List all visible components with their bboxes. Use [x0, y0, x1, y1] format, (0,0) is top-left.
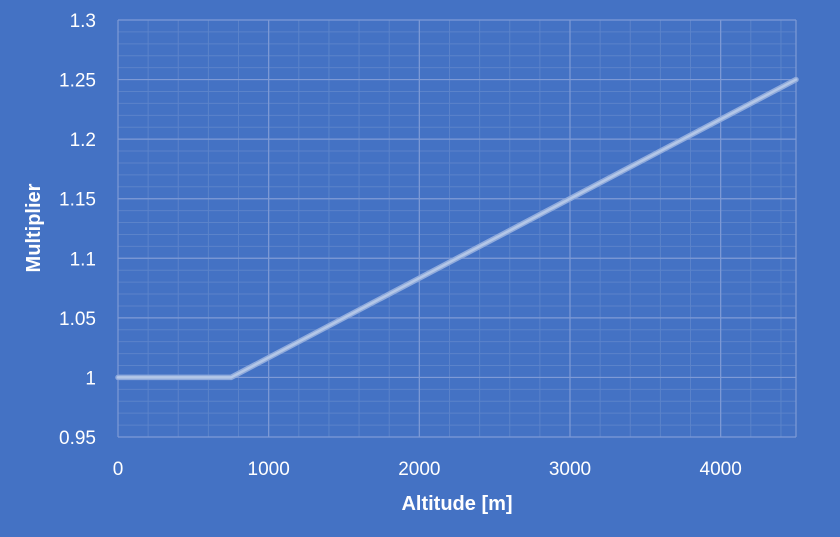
x-tick-label: 2000 [398, 459, 440, 480]
x-axis-title: Altitude [m] [401, 493, 512, 515]
x-tick-label: 4000 [700, 459, 742, 480]
y-tick-label: 0.95 [59, 428, 96, 449]
series-line [116, 78, 798, 379]
y-tick-label: 1.25 [59, 71, 96, 92]
series-line-shadow [115, 76, 799, 381]
y-tick-label: 1.2 [70, 130, 96, 151]
major-gridlines [117, 19, 797, 438]
y-tick-label: 1.1 [70, 249, 96, 270]
y-tick-label: 1.3 [70, 11, 96, 32]
series-layer [115, 76, 799, 381]
y-tick-label: 1.05 [59, 309, 96, 330]
y-axis-title: Multiplier [23, 183, 45, 272]
x-tick-label: 1000 [248, 459, 290, 480]
y-tick-label: 1 [85, 368, 96, 389]
y-tick-labels: 0.95 1 1.05 1.1 1.15 1.2 1.25 1.3 [59, 11, 96, 449]
x-tick-label: 3000 [549, 459, 591, 480]
minor-gridlines [117, 19, 796, 438]
y-tick-label: 1.15 [59, 190, 96, 211]
x-tick-label: 0 [113, 459, 124, 480]
x-tick-labels: 0 1000 2000 3000 4000 [113, 459, 742, 480]
